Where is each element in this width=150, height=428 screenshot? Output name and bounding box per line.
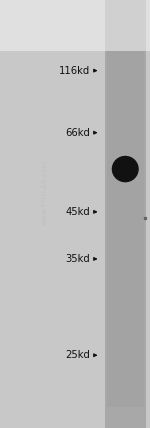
Bar <box>105 0 146 51</box>
Text: 66kd: 66kd <box>65 128 90 138</box>
Text: www.PTGLAB.com: www.PTGLAB.com <box>42 160 48 225</box>
Bar <box>106 30 144 407</box>
Text: 35kd: 35kd <box>65 254 90 264</box>
Text: 45kd: 45kd <box>65 207 90 217</box>
Bar <box>0 0 150 51</box>
Text: 25kd: 25kd <box>65 350 90 360</box>
Bar <box>105 0 146 428</box>
Ellipse shape <box>112 156 139 182</box>
Text: 116kd: 116kd <box>59 65 90 76</box>
